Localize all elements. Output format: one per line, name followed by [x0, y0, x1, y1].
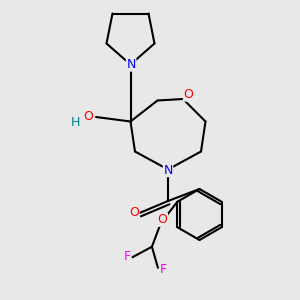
Text: O: O	[129, 206, 139, 220]
Text: N: N	[163, 164, 173, 177]
Text: H: H	[70, 116, 80, 129]
Text: O: O	[84, 110, 93, 124]
Text: O: O	[184, 88, 193, 101]
Text: F: F	[124, 250, 130, 263]
Text: F: F	[160, 263, 167, 276]
Text: O: O	[158, 213, 167, 226]
Text: N: N	[126, 58, 136, 71]
